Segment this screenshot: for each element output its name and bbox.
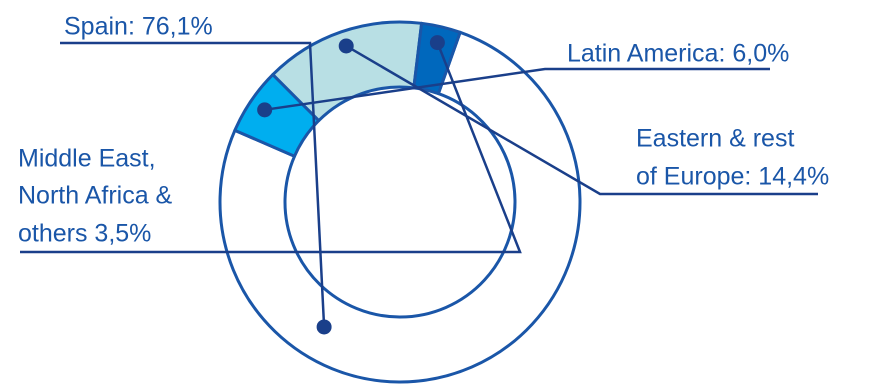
leader-lines [20,35,818,335]
label-spain-line-1: Spain: 76,1% [64,13,213,41]
label-middle-east-north-africa-line-1: Middle East, [18,145,156,173]
label-eastern-europe-line-1: Eastern & rest [636,125,794,153]
leader-line-latin-america [264,67,770,112]
leader-dot-middle-east-north-africa [429,35,445,51]
leader-dot-latin-america [257,102,273,118]
slice-labels: Spain: 76,1% Latin America: 6,0% Eastern &… [18,13,829,248]
label-middle-east-north-africa-line-3: others 3,5% [18,220,151,248]
label-latin-america-line-1: Latin America: 6,0% [567,40,789,68]
slice-spain [218,30,582,384]
leader-line-spain [60,41,326,328]
leader-line-middle-east-north-africa [20,42,522,254]
label-eastern-europe-line-2: of Europe: 14,4% [636,163,829,191]
donut-slices [218,20,582,384]
label-middle-east-north-africa-line-2: North Africa & [18,182,173,210]
leader-dot-eastern-europe [338,38,354,54]
leader-line-eastern-europe [345,44,818,196]
leader-dot-spain [316,319,332,335]
